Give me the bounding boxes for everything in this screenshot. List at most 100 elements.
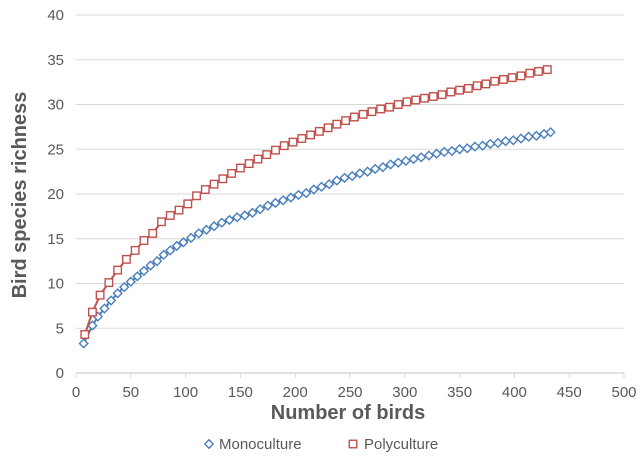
point-polyculture-20 bbox=[253, 154, 263, 164]
point-monoculture-13 bbox=[165, 245, 176, 256]
point-polyculture-43 bbox=[455, 85, 465, 95]
series-monoculture bbox=[78, 127, 556, 349]
point-polyculture-13 bbox=[192, 191, 202, 201]
point-monoculture-36 bbox=[339, 172, 350, 184]
point-polyculture-27 bbox=[314, 126, 324, 136]
point-monoculture-57 bbox=[500, 136, 511, 147]
point-polyculture-52 bbox=[534, 66, 543, 76]
point-polyculture-15 bbox=[209, 179, 219, 189]
point-monoculture-10 bbox=[145, 260, 156, 271]
point-polyculture-45 bbox=[472, 81, 482, 91]
point-monoculture-23 bbox=[239, 210, 250, 221]
point-polyculture-17 bbox=[227, 168, 237, 178]
point-monoculture-58 bbox=[508, 135, 519, 146]
point-monoculture-41 bbox=[377, 161, 389, 173]
x-axis-label: Number of birds bbox=[271, 402, 425, 424]
point-polyculture-32 bbox=[358, 109, 368, 119]
point-polyculture-1 bbox=[87, 307, 97, 317]
point-polyculture-8 bbox=[148, 228, 158, 238]
point-monoculture-32 bbox=[308, 184, 320, 195]
point-monoculture-30 bbox=[293, 189, 304, 201]
point-polyculture-21 bbox=[262, 150, 272, 160]
point-polyculture-39 bbox=[420, 93, 429, 103]
point-monoculture-3 bbox=[99, 303, 110, 314]
y-axis-label: Bird species richness bbox=[9, 92, 31, 299]
point-monoculture-16 bbox=[185, 232, 197, 244]
point-monoculture-6 bbox=[119, 281, 130, 293]
y-tick-0: 0 bbox=[56, 365, 64, 382]
x-tick-150: 150 bbox=[228, 384, 253, 401]
x-tick-100: 100 bbox=[173, 384, 198, 401]
point-monoculture-54 bbox=[477, 140, 488, 151]
point-polyculture-37 bbox=[402, 97, 412, 107]
point-monoculture-63 bbox=[545, 127, 556, 138]
point-monoculture-28 bbox=[277, 195, 289, 206]
x-tick-400: 400 bbox=[502, 384, 527, 401]
y-tick-15: 15 bbox=[47, 231, 64, 248]
point-polyculture-49 bbox=[507, 73, 517, 83]
point-monoculture-7 bbox=[125, 276, 136, 287]
point-monoculture-27 bbox=[270, 197, 281, 209]
point-polyculture-2 bbox=[95, 290, 105, 300]
legend-label-monoculture: Monoculture bbox=[219, 436, 302, 453]
point-polyculture-36 bbox=[393, 100, 403, 109]
point-polyculture-23 bbox=[279, 141, 289, 151]
point-monoculture-9 bbox=[138, 265, 150, 277]
point-polyculture-14 bbox=[200, 185, 210, 194]
point-monoculture-44 bbox=[400, 155, 412, 167]
legend-marker-polyculture bbox=[348, 439, 358, 449]
point-polyculture-34 bbox=[376, 104, 386, 114]
point-monoculture-35 bbox=[331, 175, 343, 186]
x-tick-0: 0 bbox=[72, 384, 80, 401]
point-polyculture-38 bbox=[411, 95, 421, 105]
point-polyculture-25 bbox=[297, 134, 307, 143]
y-tick-20: 20 bbox=[47, 186, 64, 203]
x-tick-50: 50 bbox=[122, 384, 139, 401]
point-polyculture-26 bbox=[306, 130, 315, 140]
point-polyculture-53 bbox=[542, 65, 552, 75]
point-monoculture-25 bbox=[254, 204, 266, 215]
point-polyculture-22 bbox=[271, 145, 280, 155]
point-monoculture-61 bbox=[531, 130, 542, 142]
point-monoculture-37 bbox=[347, 170, 358, 182]
point-monoculture-21 bbox=[224, 214, 235, 226]
point-monoculture-31 bbox=[300, 187, 312, 199]
legend: Monoculture Polyculture bbox=[203, 436, 438, 453]
point-polyculture-28 bbox=[323, 123, 333, 133]
point-monoculture-51 bbox=[454, 144, 465, 155]
point-monoculture-11 bbox=[151, 255, 163, 267]
y-tick-30: 30 bbox=[47, 97, 64, 114]
point-monoculture-4 bbox=[105, 295, 117, 306]
point-monoculture-38 bbox=[354, 168, 366, 179]
point-monoculture-34 bbox=[323, 178, 335, 190]
y-tick-40: 40 bbox=[47, 7, 64, 24]
point-monoculture-12 bbox=[158, 249, 169, 261]
point-polyculture-41 bbox=[437, 90, 447, 100]
point-monoculture-49 bbox=[439, 146, 450, 158]
point-polyculture-35 bbox=[385, 102, 394, 112]
point-polyculture-11 bbox=[174, 205, 184, 215]
point-polyculture-46 bbox=[481, 79, 491, 89]
point-monoculture-29 bbox=[285, 192, 297, 203]
point-polyculture-4 bbox=[113, 265, 123, 275]
point-polyculture-0 bbox=[80, 330, 90, 339]
x-tick-350: 350 bbox=[447, 384, 472, 401]
point-monoculture-52 bbox=[462, 143, 473, 154]
point-monoculture-0 bbox=[78, 338, 89, 349]
point-polyculture-3 bbox=[104, 278, 114, 288]
axes bbox=[75, 372, 625, 378]
point-polyculture-9 bbox=[157, 217, 166, 227]
x-tick-200: 200 bbox=[283, 384, 308, 401]
x-tick-250: 250 bbox=[337, 384, 362, 401]
point-monoculture-8 bbox=[132, 271, 143, 282]
point-monoculture-48 bbox=[431, 148, 442, 159]
x-tick-500: 500 bbox=[611, 384, 636, 401]
point-monoculture-33 bbox=[316, 181, 327, 193]
gridlines bbox=[76, 14, 624, 329]
point-monoculture-42 bbox=[385, 159, 396, 170]
point-monoculture-24 bbox=[247, 207, 258, 218]
point-monoculture-19 bbox=[208, 221, 220, 232]
legend-marker-monoculture bbox=[203, 438, 215, 450]
point-polyculture-47 bbox=[490, 76, 500, 86]
